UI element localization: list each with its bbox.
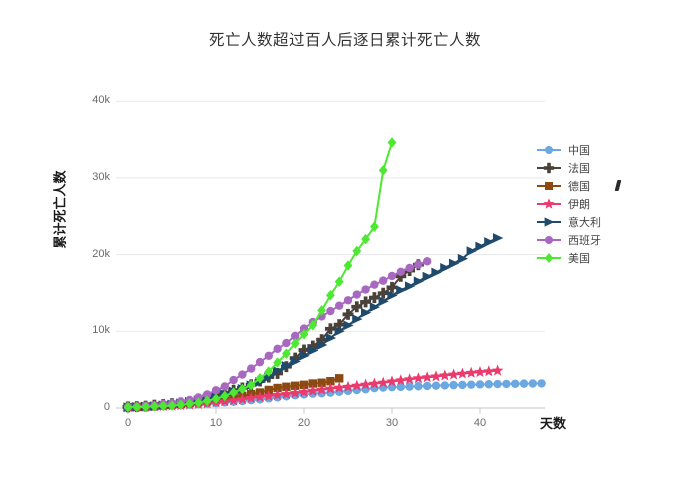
legend-marker-icon bbox=[536, 180, 562, 192]
x-tick-label: 30 bbox=[385, 417, 399, 429]
x-tick-label: 20 bbox=[297, 417, 311, 429]
legend-label: 美国 bbox=[568, 253, 590, 265]
legend-item-1[interactable]: 法国 bbox=[536, 159, 601, 177]
legend-marker-icon bbox=[536, 216, 562, 228]
y-tick-label: 40k bbox=[92, 94, 110, 107]
legend-label: 伊朗 bbox=[568, 199, 590, 211]
legend-item-2[interactable]: 德国 bbox=[536, 177, 601, 195]
y-tick-label: 0 bbox=[103, 401, 110, 413]
y-tick-label: 10k bbox=[92, 324, 110, 337]
legend-marker-icon bbox=[536, 162, 562, 174]
legend-label: 意大利 bbox=[568, 217, 601, 229]
x-tick-label: 40 bbox=[473, 417, 487, 429]
y-tick-label: 20k bbox=[92, 247, 110, 260]
legend-item-0[interactable]: 中国 bbox=[536, 141, 601, 159]
legend-marker-icon bbox=[536, 234, 562, 246]
legend-label: 中国 bbox=[568, 145, 590, 157]
legend-item-4[interactable]: 意大利 bbox=[536, 213, 601, 231]
x-tick-label: 10 bbox=[209, 417, 223, 429]
legend-label: 西班牙 bbox=[568, 235, 601, 247]
legend-item-6[interactable]: 美国 bbox=[536, 249, 601, 267]
legend-marker-icon bbox=[536, 144, 562, 156]
series-6 bbox=[123, 137, 397, 413]
legend-marker-icon bbox=[536, 198, 562, 210]
x-axis-title: 天数 bbox=[540, 416, 567, 431]
chart-legend: 中国法国德国伊朗意大利西班牙美国 bbox=[536, 141, 601, 267]
x-tick-label: 0 bbox=[124, 417, 132, 429]
legend-label: 德国 bbox=[568, 181, 590, 193]
legend-item-3[interactable]: 伊朗 bbox=[536, 195, 601, 213]
legend-item-5[interactable]: 西班牙 bbox=[536, 231, 601, 249]
chart-title: 死亡人数超过百人后逐日累计死亡人数 bbox=[208, 32, 481, 49]
legend-marker-icon bbox=[536, 252, 562, 264]
legend-label: 法国 bbox=[568, 163, 590, 175]
y-tick-label: 30k bbox=[92, 170, 110, 183]
